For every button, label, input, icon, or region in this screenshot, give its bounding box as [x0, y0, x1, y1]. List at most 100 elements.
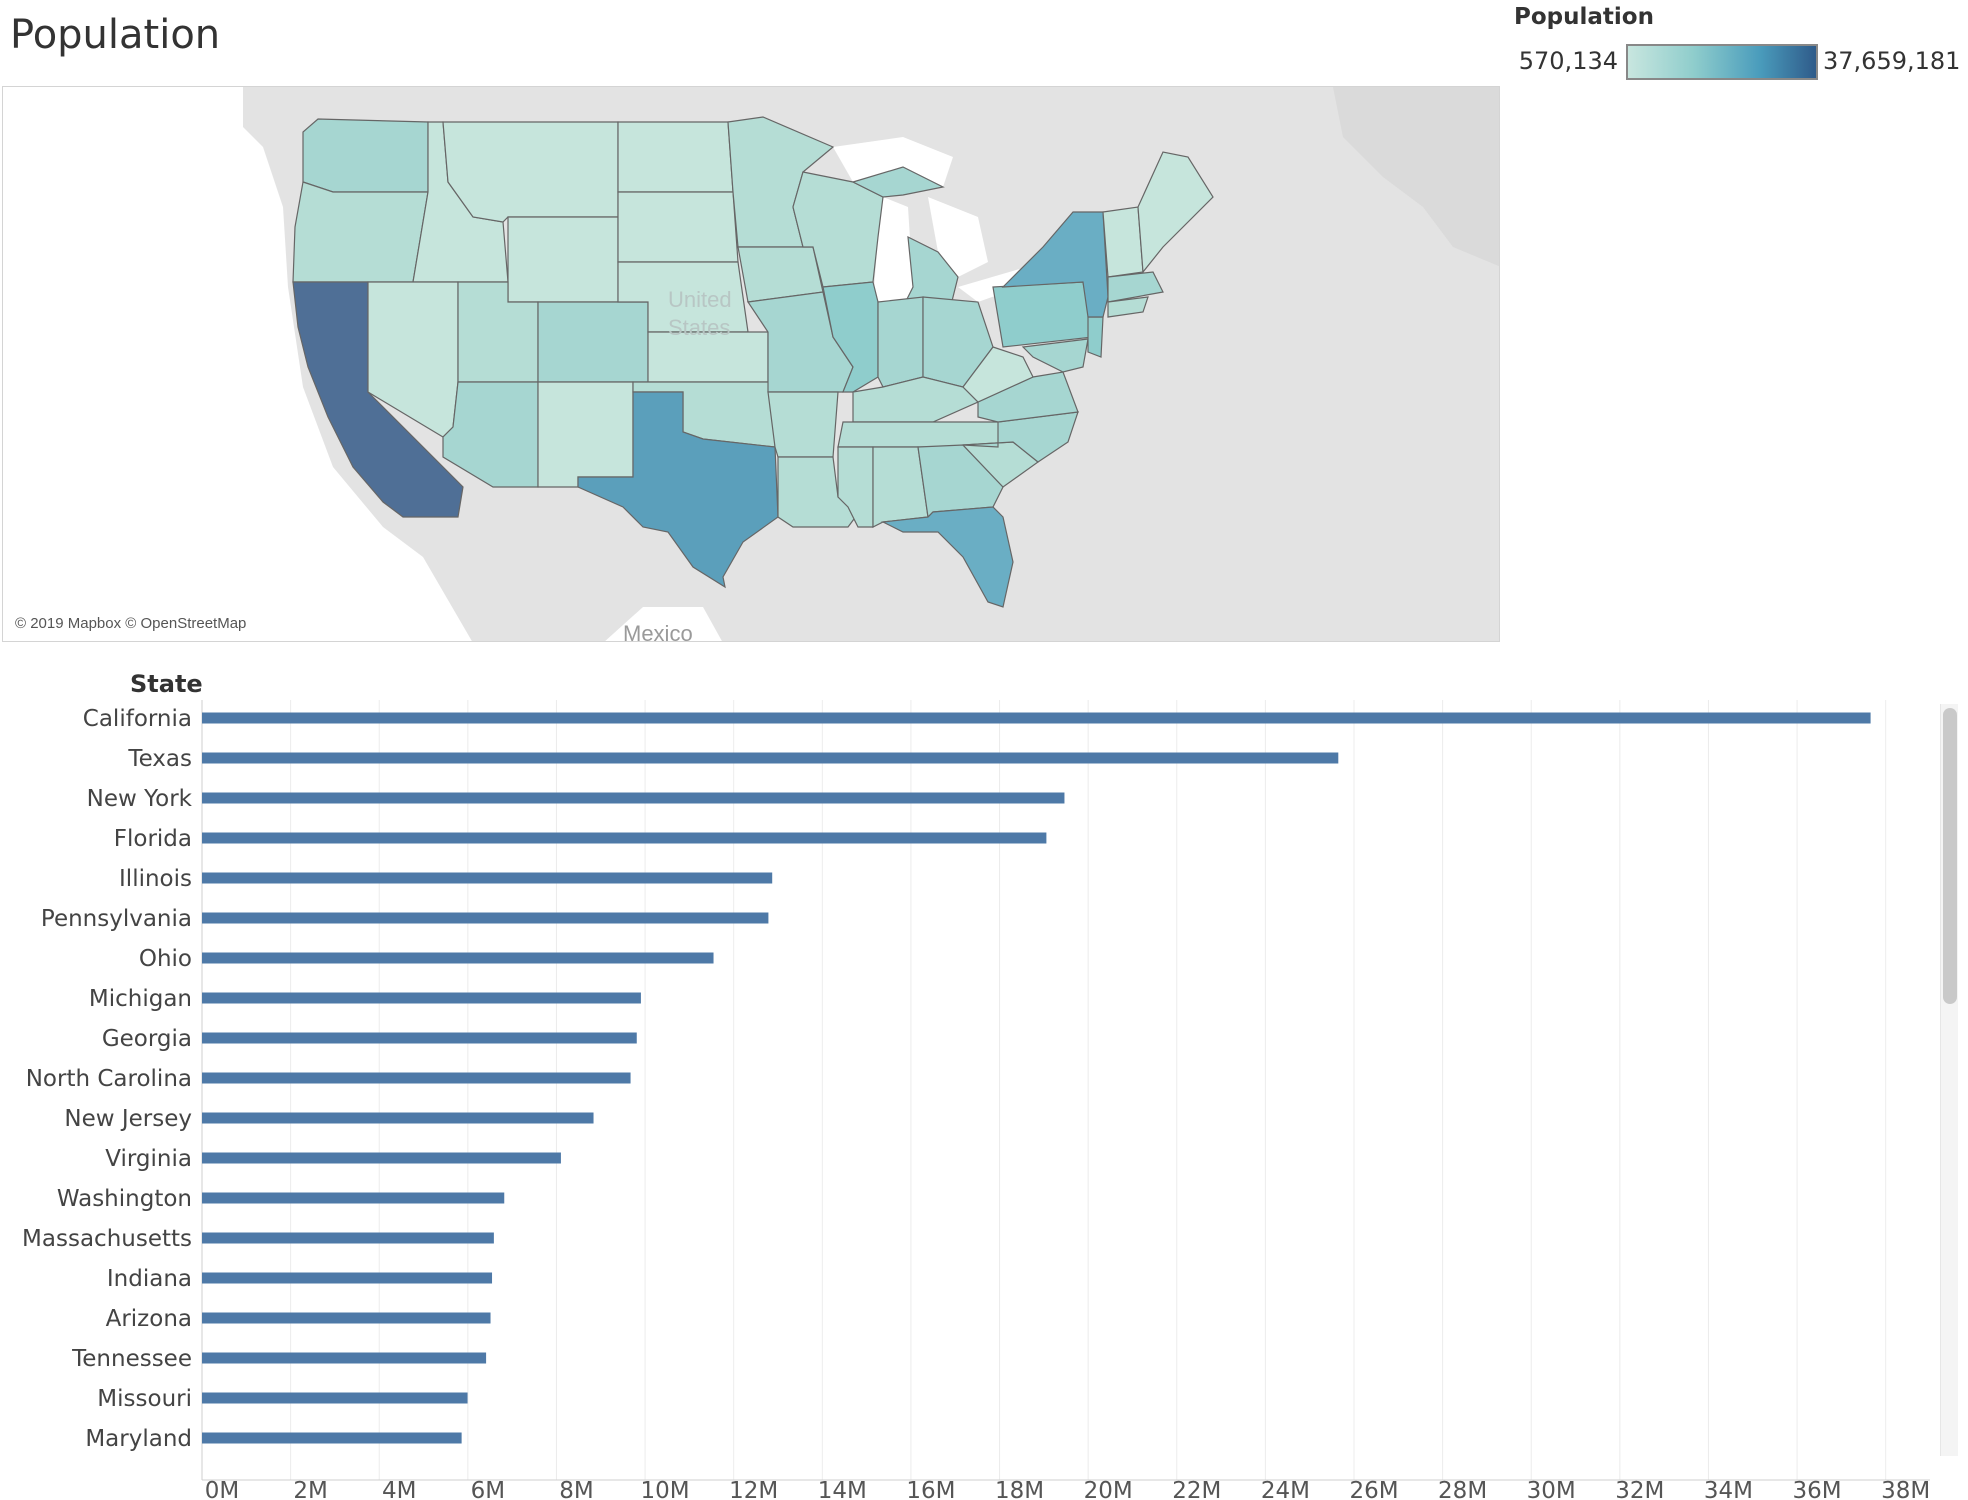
population-legend: Population 570,134 37,659,181: [1514, 4, 1966, 84]
state-pennsylvania[interactable]: [992, 281, 1094, 348]
x-tick-label: 12M: [729, 1478, 778, 1500]
bar-arizona[interactable]: [202, 1312, 491, 1324]
map-label-country-line1: United: [668, 287, 732, 312]
bar-ohio[interactable]: [202, 952, 714, 964]
state-label: California: [83, 706, 192, 732]
map-credit: © 2019 Mapbox © OpenStreetMap: [15, 615, 247, 632]
bar-missouri[interactable]: [202, 1392, 468, 1404]
state-tennessee[interactable]: [837, 421, 1004, 448]
x-tick-label: 8M: [559, 1478, 593, 1500]
state-maryland[interactable]: [1021, 338, 1089, 373]
x-tick-label: 36M: [1793, 1478, 1842, 1500]
state-label: Georgia: [102, 1026, 192, 1052]
lake-huron: [928, 197, 988, 277]
bar-massachusetts[interactable]: [202, 1232, 494, 1244]
legend-color-ramp: [1626, 44, 1818, 80]
state-massachusetts[interactable]: [1107, 271, 1164, 303]
x-tick-label: 38M: [1881, 1478, 1930, 1500]
map-label-country-line2: States: [668, 315, 730, 340]
bar-north-carolina[interactable]: [202, 1072, 631, 1084]
x-tick-label: 14M: [818, 1478, 867, 1500]
state-label: Tennessee: [71, 1346, 192, 1372]
x-tick-label: 18M: [995, 1478, 1044, 1500]
x-tick-label: 20M: [1084, 1478, 1133, 1500]
state-north-carolina[interactable]: [962, 411, 1079, 463]
x-tick-label: 30M: [1527, 1478, 1576, 1500]
state-vermont-nh[interactable]: [1102, 206, 1144, 278]
state-label: New York: [87, 786, 193, 812]
map-label-mexico: Mexico: [623, 621, 693, 642]
x-tick-label: 16M: [906, 1478, 955, 1500]
map-svg: United States Mexico: [3, 87, 1499, 642]
us-states: [292, 116, 1214, 608]
state-label: Virginia: [105, 1146, 192, 1172]
state-connecticut[interactable]: [1107, 296, 1149, 318]
bar-indiana[interactable]: [202, 1272, 493, 1284]
state-texas[interactable]: [577, 391, 779, 589]
state-south-dakota[interactable]: [617, 191, 739, 263]
x-tick-label: 10M: [641, 1478, 690, 1500]
state-wyoming[interactable]: [507, 216, 619, 303]
state-label: Massachusetts: [22, 1226, 192, 1252]
state-colorado[interactable]: [537, 301, 649, 383]
state-label: Texas: [127, 746, 192, 772]
state-label: Michigan: [89, 986, 192, 1012]
axis-title-state: State: [130, 670, 203, 698]
state-label: Arizona: [106, 1306, 192, 1332]
bar-washington[interactable]: [202, 1192, 505, 1204]
state-arkansas[interactable]: [767, 391, 839, 458]
state-oregon[interactable]: [292, 181, 429, 283]
bar-illinois[interactable]: [202, 872, 773, 884]
bar-new-jersey[interactable]: [202, 1112, 594, 1124]
bar-georgia[interactable]: [202, 1032, 637, 1044]
legend-min-label: 570,134: [1518, 47, 1618, 75]
vertical-scrollbar[interactable]: [1940, 704, 1958, 1456]
state-florida[interactable]: [880, 506, 1014, 608]
x-tick-label: 24M: [1261, 1478, 1310, 1500]
x-tick-label: 22M: [1172, 1478, 1221, 1500]
legend-max-label: 37,659,181: [1823, 47, 1961, 75]
bar-california[interactable]: [202, 712, 1871, 724]
x-tick-label: 28M: [1438, 1478, 1487, 1500]
state-label: Washington: [57, 1186, 192, 1212]
scrollbar-thumb[interactable]: [1943, 708, 1957, 1004]
bar-florida[interactable]: [202, 832, 1047, 844]
page-title: Population: [10, 12, 221, 58]
state-new-mexico[interactable]: [537, 381, 634, 488]
state-washington[interactable]: [302, 118, 429, 193]
state-maine[interactable]: [1137, 151, 1214, 274]
bar-tennessee[interactable]: [202, 1352, 487, 1364]
bar-maryland[interactable]: [202, 1432, 462, 1444]
x-tick-label: 34M: [1704, 1478, 1753, 1500]
x-tick-label: 2M: [293, 1478, 327, 1500]
bar-michigan[interactable]: [202, 992, 641, 1004]
map-land-northeast: [1333, 87, 1499, 267]
bar-pennsylvania[interactable]: [202, 912, 769, 924]
bar-chart: State 0M 2M 4M 6M 8M 10M 12M 14M 16M 18M 20M 22M 24M…: [0, 660, 1968, 1500]
choropleth-map[interactable]: United States Mexico © 2019 Mapbox © Ope…: [2, 86, 1500, 642]
state-label: North Carolina: [26, 1066, 192, 1092]
state-label: Ohio: [139, 946, 192, 972]
x-tick-label: 6M: [471, 1478, 505, 1500]
state-montana[interactable]: [442, 121, 619, 223]
state-label: New Jersey: [64, 1106, 192, 1132]
state-north-dakota[interactable]: [617, 121, 734, 193]
state-indiana[interactable]: [877, 296, 924, 388]
state-label: Maryland: [85, 1426, 192, 1452]
legend-title: Population: [1514, 4, 1654, 30]
state-new-jersey[interactable]: [1087, 316, 1104, 358]
x-tick-label: 26M: [1349, 1478, 1398, 1500]
x-tick-label: 0M: [205, 1478, 239, 1500]
bar-texas[interactable]: [202, 752, 1339, 764]
bar-virginia[interactable]: [202, 1152, 561, 1164]
x-tick-label: 32M: [1615, 1478, 1664, 1500]
state-label: Illinois: [119, 866, 192, 892]
state-label: Indiana: [107, 1266, 192, 1292]
bar-chart-svg: 0M 2M 4M 6M 8M 10M 12M 14M 16M 18M 20M 22M 24M 26M 28M…: [22, 700, 1930, 1500]
lake-michigan: [873, 197, 913, 327]
state-label: Pennsylvania: [41, 906, 192, 932]
bar-new-york[interactable]: [202, 792, 1065, 804]
state-label: Missouri: [97, 1386, 192, 1412]
state-michigan-up[interactable]: [851, 166, 945, 198]
state-west-virginia[interactable]: [962, 346, 1034, 403]
